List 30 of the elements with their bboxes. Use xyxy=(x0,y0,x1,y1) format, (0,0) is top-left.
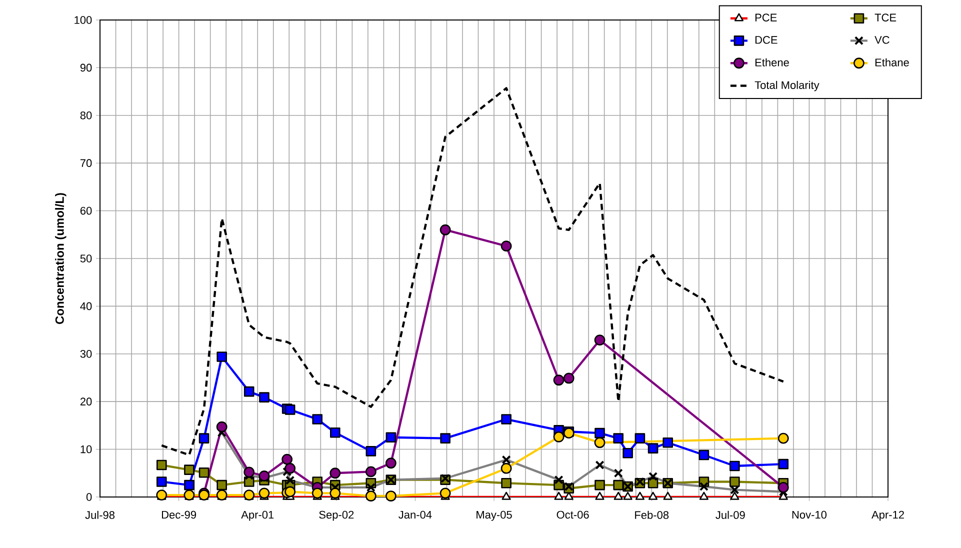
legend-label: Ethene xyxy=(755,58,789,66)
y-tick-label: 100 xyxy=(74,16,92,24)
y-tick-label: 70 xyxy=(80,159,92,167)
y-tick-label: 0 xyxy=(86,493,92,501)
x-tick-label: Apr-01 xyxy=(241,510,274,521)
legend-label: DCE xyxy=(755,36,778,44)
x-tick-label: Nov-10 xyxy=(792,510,827,519)
legend-label: VC xyxy=(874,36,890,44)
y-tick-label: 20 xyxy=(80,398,92,406)
x-tick-label: Jul-09 xyxy=(716,510,745,519)
legend-label: TCE xyxy=(874,14,896,22)
y-tick-label: 60 xyxy=(80,206,92,215)
x-tick-label: Jul-98 xyxy=(85,510,115,519)
y-axis-title: Concentration (umol/L) xyxy=(55,193,66,324)
y-tick-label: 10 xyxy=(80,445,92,454)
x-tick-label: Feb-08 xyxy=(635,510,669,519)
x-tick-label: Apr-12 xyxy=(872,510,904,521)
x-tick-label: Dec-99 xyxy=(162,510,196,519)
x-tick-label: Jan-04 xyxy=(398,510,432,519)
legend-label: Ethane xyxy=(875,58,909,66)
y-tick-label: 50 xyxy=(80,254,92,262)
legend-label: Total Molarity xyxy=(754,80,820,92)
x-tick-label: Sep-02 xyxy=(319,510,354,521)
y-tick-label: 30 xyxy=(80,350,92,358)
legend-label: PCE xyxy=(755,14,777,22)
x-tick-label: Oct-06 xyxy=(556,510,589,519)
y-tick-label: 80 xyxy=(80,111,92,120)
y-tick-label: 90 xyxy=(80,64,92,72)
y-tick-label: 40 xyxy=(80,302,92,310)
x-tick-label: May-05 xyxy=(476,510,512,521)
